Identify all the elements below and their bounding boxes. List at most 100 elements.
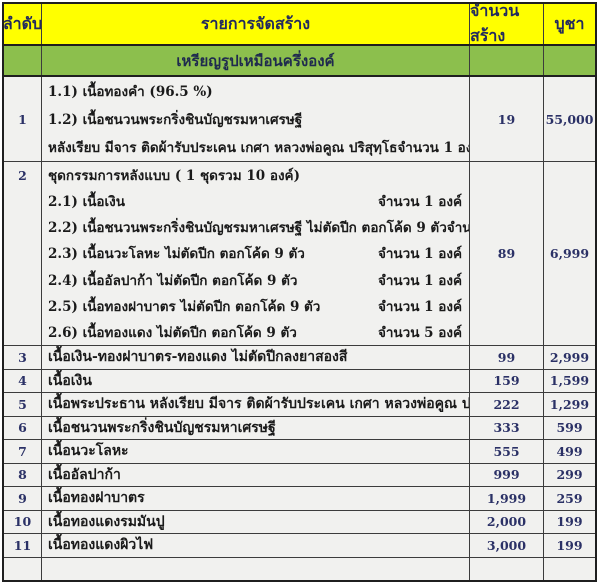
table-row: 5 เนื้อพระประธาน หลังเรียบ มีจาร ติดผ้าร… — [4, 393, 595, 417]
price-value: 199 — [556, 537, 583, 553]
qty-cell: 2,000 — [470, 510, 544, 533]
qty-cell: 3,000 — [470, 534, 544, 557]
row-number-cell — [4, 557, 42, 580]
price-value: 299 — [556, 467, 583, 483]
price-cell: 199 — [544, 534, 595, 557]
item-label: เนื้อทองฝาบาตร — [48, 490, 145, 507]
item-line-text: หลังเรียบ มีจาร ติดผ้ารับประเคน เกศา หลว… — [48, 140, 398, 156]
item-line-count: จำนวน 1 องค์ — [377, 246, 462, 263]
qty-cell: 1,999 — [470, 487, 544, 510]
item-cell: เนื้อเงิน — [42, 369, 470, 392]
item-line-text: 1.1) เนื้อทองคำ (96.5 %) — [48, 84, 213, 100]
qty-cell: 19 — [470, 77, 544, 161]
row-number-cell: 6 — [4, 416, 42, 439]
table-row — [4, 557, 595, 581]
qty-value: 222 — [493, 396, 520, 412]
item-cell: เนื้อทองแดงผิวไฟ — [42, 534, 470, 557]
row-number: 4 — [18, 373, 27, 389]
row-number: 11 — [13, 537, 32, 553]
row-number: 7 — [18, 443, 27, 459]
row-number-cell: 10 — [4, 510, 42, 533]
qty-value: 3,000 — [486, 537, 527, 553]
item-cell: เนื้ออัลปาก้า — [42, 463, 470, 486]
table-row: 4 เนื้อเงิน 159 1,599 — [4, 369, 595, 393]
qty-cell: 99 — [470, 346, 544, 369]
section-cell-empty-qty — [470, 46, 544, 75]
price-cell: 6,999 — [544, 162, 595, 345]
section-title-cell: เหรียญรูปเหมือนครึ่งองค์ — [42, 46, 470, 75]
header-price-label: บูชา — [554, 13, 585, 33]
qty-value: 555 — [493, 443, 520, 459]
table-row: 6 เนื้อชนวนพระกริ่งชินบัญชรมหาเศรษฐี 333… — [4, 416, 595, 440]
item-line: 2.2) เนื้อชนวนพระกริ่งชินบัญชรมหาเศรษฐี … — [42, 214, 469, 240]
table-row: 10 เนื้อทองแดงรมมันปู 2,000 199 — [4, 510, 595, 534]
row-number: 2 — [18, 168, 27, 183]
qty-cell: 159 — [470, 369, 544, 392]
price-cell: 499 — [544, 440, 595, 463]
qty-value: 1,999 — [486, 490, 527, 506]
item-line: 2.4) เนื้ออัลปาก้า ไม่ตัดปีก ตอกโค้ด 9 ต… — [42, 267, 469, 293]
qty-cell: 89 — [470, 162, 544, 345]
price-cell: 599 — [544, 417, 595, 440]
item-line-count: จำนวน 1 องค์ — [446, 220, 470, 237]
table-row: 9 เนื้อทองฝาบาตร 1,999 259 — [4, 487, 595, 511]
qty-value: 999 — [493, 467, 520, 483]
qty-value: 333 — [493, 420, 520, 436]
price-value: 199 — [556, 514, 583, 530]
qty-value: 159 — [493, 373, 520, 389]
price-value: 2,999 — [549, 349, 590, 365]
qty-value: 99 — [497, 349, 516, 365]
item-label: เนื้อชนวนพระกริ่งชินบัญชรมหาเศรษฐี — [48, 419, 276, 436]
qty-cell: 999 — [470, 463, 544, 486]
header-qty-label: จำนวนสร้าง — [470, 4, 520, 44]
price-value: 599 — [556, 420, 583, 436]
item-line-count: จำนวน 5 องค์ — [377, 324, 462, 341]
price-cell: 2,999 — [544, 346, 595, 369]
item-line: ชุดกรรมการหลังแบบ ( 1 ชุดรวม 10 องค์) — [42, 162, 469, 188]
table-row: 1 1.1) เนื้อทองคำ (96.5 %) 1.2) เนื้อชนว… — [4, 77, 595, 162]
item-lines: 1.1) เนื้อทองคำ (96.5 %) 1.2) เนื้อชนวนพ… — [42, 77, 469, 161]
item-line-text: 2.2) เนื้อชนวนพระกริ่งชินบัญชรมหาเศรษฐี … — [48, 220, 447, 237]
price-cell — [544, 558, 595, 581]
row-number-cell: 3 — [4, 346, 42, 369]
item-cell: เนื้อทองฝาบาตร — [42, 487, 470, 510]
item-line-text: 1.2) เนื้อชนวนพระกริ่งชินบัญชรมหาเศรษฐี — [48, 112, 303, 128]
item-cell: ชุดกรรมการหลังแบบ ( 1 ชุดรวม 10 องค์) 2.… — [42, 162, 470, 345]
row-number-cell: 1 — [4, 77, 42, 161]
item-line: 2.5) เนื้อทองฝาบาตร ไม่ตัดปีก ตอกโค้ด 9 … — [42, 293, 469, 319]
row-number: 3 — [18, 349, 27, 365]
item-line: 2.1) เนื้อเงิน จำนวน 1 องค์ — [42, 188, 469, 214]
item-line-text: 2.1) เนื้อเงิน — [48, 194, 125, 211]
qty-cell — [470, 557, 544, 580]
item-line-count: จำนวน 1 องค์ — [377, 272, 462, 289]
table-row: 8 เนื้ออัลปาก้า 999 299 — [4, 463, 595, 487]
item-cell — [42, 557, 470, 580]
price-value: 259 — [556, 490, 583, 506]
item-cell: 1.1) เนื้อทองคำ (96.5 %) 1.2) เนื้อชนวนพ… — [42, 77, 470, 161]
item-label: เนื้ออัลปาก้า — [48, 466, 121, 483]
price-value: 6,999 — [549, 246, 590, 261]
table-row: 2 ชุดกรรมการหลังแบบ ( 1 ชุดรวม 10 องค์) … — [4, 162, 595, 346]
price-cell: 299 — [544, 464, 595, 487]
row-number: 6 — [18, 420, 27, 436]
price-value: 1,599 — [549, 373, 590, 389]
item-line: 1.2) เนื้อชนวนพระกริ่งชินบัญชรมหาเศรษฐี — [42, 105, 469, 133]
item-line-text: ชุดกรรมการหลังแบบ ( 1 ชุดรวม 10 องค์) — [48, 168, 300, 185]
row-number: 9 — [18, 490, 27, 506]
item-line-count: จำนวน 1 องค์ — [377, 194, 462, 211]
item-line-text: 2.4) เนื้ออัลปาก้า ไม่ตัดปีก ตอกโค้ด 9 ต… — [48, 272, 298, 289]
qty-cell: 333 — [470, 416, 544, 439]
header-cell-price: บูชา — [544, 4, 595, 44]
header-cell-qty: จำนวนสร้าง — [470, 4, 544, 44]
item-label: เนื้อทองแดงผิวไฟ — [48, 537, 154, 554]
item-cell: เนื้อเงิน-ทองฝาบาตร-ทองแดง ไม่ตัดปีกลงยา… — [42, 346, 470, 369]
price-value: 499 — [556, 443, 583, 459]
price-cell: 259 — [544, 487, 595, 510]
price-cell: 55,000 — [544, 77, 595, 161]
section-band-row: เหรียญรูปเหมือนครึ่งองค์ — [4, 46, 595, 77]
row-number: 1 — [18, 111, 27, 127]
header-cell-item: รายการจัดสร้าง — [42, 4, 470, 44]
item-line-count: จำนวน 1 องค์ — [377, 298, 462, 315]
